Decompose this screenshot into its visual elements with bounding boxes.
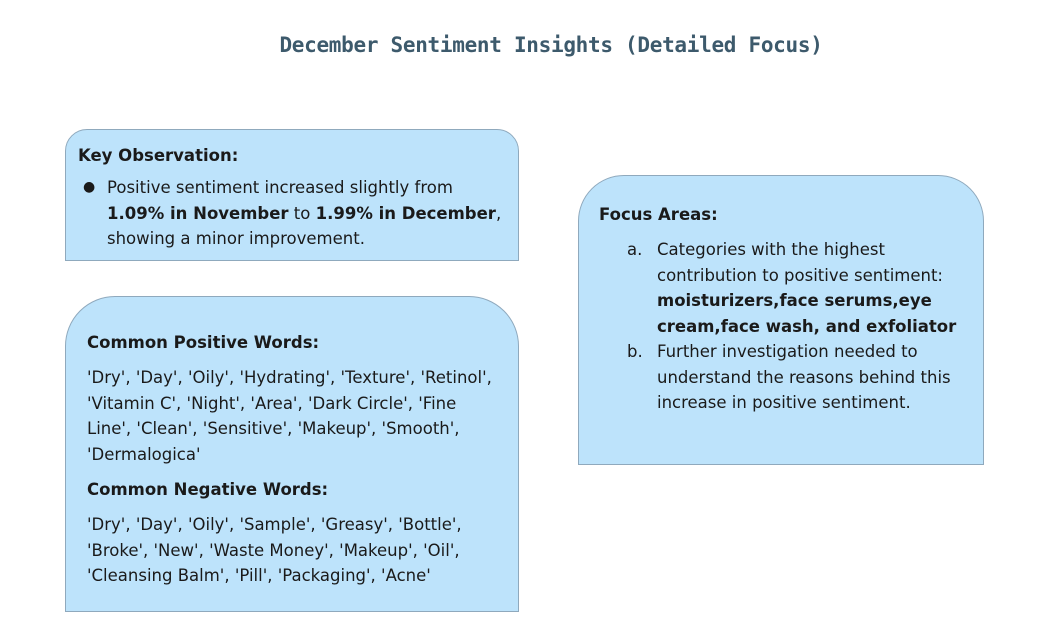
common-words-card: Common Positive Words: 'Dry', 'Day', 'Oi…	[65, 296, 519, 612]
focus-marker-b: b.	[627, 342, 643, 361]
focus-areas-list: a. Categories with the highest contributi…	[599, 237, 963, 416]
page-title: December Sentiment Insights (Detailed Fo…	[279, 33, 823, 57]
bullet-text-3: , showing a minor improvement.	[107, 203, 502, 249]
focus-item-a: a. Categories with the highest contributi…	[599, 237, 963, 339]
negative-words-block: Common Negative Words: 'Dry', 'Day', 'Oi…	[87, 480, 498, 589]
negative-words-text: 'Dry', 'Day', 'Oily', 'Sample', 'Greasy'…	[87, 515, 462, 585]
focus-areas-heading: Focus Areas:	[599, 205, 718, 224]
bullet-text-1: Positive sentiment increased slightly fr…	[107, 178, 453, 197]
positive-words-heading: Common Positive Words:	[87, 333, 320, 352]
bullet-bold-december: 1.99% in December	[315, 203, 496, 223]
focus-bold-a: moisturizers,face serums,eye cream,face …	[657, 291, 957, 336]
key-observation-heading: Key Observation:	[78, 146, 239, 165]
positive-words-block: Common Positive Words: 'Dry', 'Day', 'Oi…	[87, 333, 498, 467]
key-observation-list: Positive sentiment increased slightly fr…	[78, 175, 506, 252]
key-observation-card: Key Observation: Positive sentiment incr…	[65, 129, 519, 261]
positive-words-text: 'Dry', 'Day', 'Oily', 'Hydrating', 'Text…	[87, 368, 492, 464]
focus-marker-a: a.	[627, 240, 643, 259]
focus-text-b: Further investigation needed to understa…	[657, 342, 951, 412]
negative-words-heading: Common Negative Words:	[87, 480, 329, 499]
focus-areas-card: Focus Areas: a. Categories with the highe…	[578, 175, 984, 465]
focus-text-a: Categories with the highest contribution…	[657, 240, 943, 285]
bullet-bold-november: 1.09% in November	[107, 203, 289, 223]
bullet-text-2: to	[288, 203, 316, 223]
focus-item-b: b. Further investigation needed to unders…	[599, 339, 963, 416]
key-observation-bullet: Positive sentiment increased slightly fr…	[78, 175, 506, 252]
